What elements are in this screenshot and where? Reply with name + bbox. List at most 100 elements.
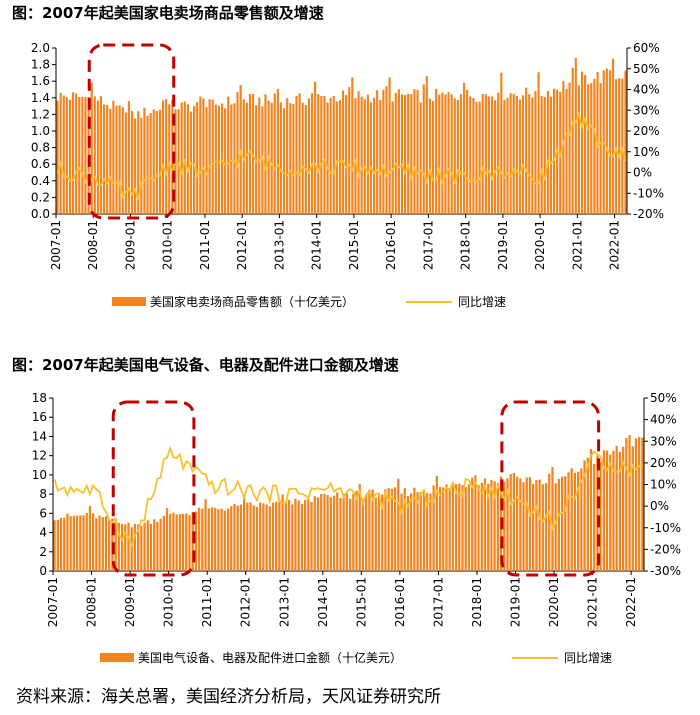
bar bbox=[317, 94, 320, 214]
bar bbox=[528, 94, 531, 214]
bar bbox=[270, 102, 273, 214]
bar bbox=[56, 519, 59, 571]
y-left-tick-label: 14 bbox=[32, 429, 47, 443]
bar bbox=[541, 484, 544, 571]
chart-2-title: 图：2007年起美国电气设备、电器及配件进口金额及增速 bbox=[12, 356, 399, 374]
bar bbox=[487, 483, 490, 571]
bar bbox=[577, 85, 580, 214]
bar bbox=[193, 106, 196, 214]
bar bbox=[259, 502, 262, 571]
bar bbox=[271, 502, 275, 571]
bar bbox=[172, 512, 175, 571]
bar bbox=[478, 101, 481, 214]
bar bbox=[360, 96, 363, 214]
y-left-tick-label: 18 bbox=[32, 391, 47, 405]
bar bbox=[175, 514, 178, 571]
bar bbox=[369, 102, 373, 214]
legend-bar-swatch bbox=[112, 297, 146, 306]
bar bbox=[567, 472, 570, 571]
bar bbox=[477, 485, 480, 571]
bar bbox=[79, 515, 82, 571]
bar bbox=[281, 494, 284, 571]
bar bbox=[560, 476, 564, 571]
bar bbox=[140, 525, 143, 571]
bar bbox=[124, 524, 127, 571]
bar bbox=[435, 88, 438, 214]
bar bbox=[634, 438, 638, 571]
bar bbox=[497, 92, 500, 214]
highlight-box bbox=[111, 400, 196, 577]
bar bbox=[127, 522, 130, 571]
bar bbox=[258, 97, 261, 214]
bar bbox=[410, 94, 413, 214]
bar bbox=[81, 96, 84, 214]
bar bbox=[186, 104, 189, 214]
bar bbox=[335, 101, 338, 214]
bar bbox=[323, 95, 326, 214]
bar bbox=[224, 108, 227, 214]
x-tick-label: 2011-01 bbox=[200, 577, 214, 627]
bar bbox=[78, 97, 81, 214]
y-left-tick-label: 0 bbox=[39, 564, 47, 578]
bar bbox=[641, 437, 644, 571]
bar bbox=[71, 92, 75, 214]
x-tick-label: 2019-01 bbox=[496, 220, 510, 270]
bar bbox=[397, 89, 400, 214]
bar bbox=[278, 499, 281, 571]
bar bbox=[618, 451, 622, 571]
bar bbox=[400, 493, 403, 571]
bar bbox=[438, 486, 442, 571]
bar bbox=[557, 478, 561, 571]
x-tick-label: 2012-01 bbox=[239, 577, 253, 627]
bar bbox=[611, 58, 615, 214]
bar bbox=[348, 87, 351, 214]
x-tick-label: 2013-01 bbox=[277, 577, 291, 627]
bar bbox=[233, 503, 236, 571]
bar bbox=[612, 450, 615, 571]
bar bbox=[298, 93, 301, 214]
y-left-tick-label: 0.4 bbox=[31, 174, 50, 188]
bar bbox=[638, 436, 641, 571]
bar bbox=[406, 495, 410, 571]
bar bbox=[242, 495, 246, 571]
bar bbox=[458, 483, 461, 571]
bar bbox=[323, 493, 326, 571]
bar bbox=[494, 100, 497, 214]
bar bbox=[583, 460, 586, 571]
bar bbox=[454, 484, 458, 571]
bar bbox=[599, 83, 602, 215]
bar bbox=[599, 461, 602, 571]
bar bbox=[361, 498, 365, 571]
y-left-tick-label: 16 bbox=[32, 410, 47, 424]
bar bbox=[605, 68, 608, 214]
bar bbox=[329, 497, 332, 571]
bar bbox=[310, 93, 314, 214]
bar bbox=[217, 105, 221, 214]
bar bbox=[90, 82, 93, 214]
bar bbox=[307, 98, 310, 214]
bar bbox=[487, 96, 490, 214]
bar bbox=[62, 95, 65, 214]
x-tick-label: 2018-01 bbox=[470, 577, 484, 627]
bar bbox=[236, 92, 239, 214]
bar bbox=[471, 477, 474, 571]
bar bbox=[284, 501, 287, 571]
bar bbox=[391, 101, 394, 214]
bar bbox=[544, 483, 548, 571]
y-right-tick-label: 50% bbox=[633, 62, 660, 76]
bar bbox=[403, 488, 406, 571]
bar bbox=[407, 93, 410, 214]
bar bbox=[589, 449, 593, 571]
bar bbox=[118, 105, 121, 214]
bar bbox=[590, 83, 593, 214]
bar bbox=[159, 518, 162, 571]
bar bbox=[289, 103, 292, 214]
bar bbox=[283, 108, 286, 214]
bar bbox=[162, 515, 165, 571]
bar bbox=[92, 513, 95, 571]
bar bbox=[506, 97, 509, 214]
y-right-tick-label: 40% bbox=[633, 83, 660, 97]
bar bbox=[214, 507, 217, 571]
bar bbox=[101, 517, 104, 571]
bar bbox=[198, 507, 201, 571]
